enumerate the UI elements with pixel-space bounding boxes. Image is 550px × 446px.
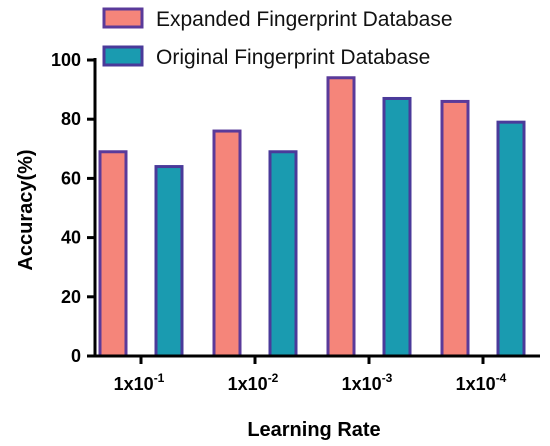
- bar-expanded-2: [212, 129, 242, 358]
- axes-group: [87, 58, 540, 364]
- bar-original-2: [268, 150, 298, 358]
- y-tick-label: 40: [61, 228, 81, 248]
- legend-label-1: Expanded Fingerprint Database: [156, 8, 453, 31]
- y-tick-labels: 0 20 40 60 80 100: [51, 50, 81, 366]
- legend-swatch-1: [102, 7, 144, 29]
- x-tick-label: 1x10-1: [114, 371, 165, 394]
- x-axis-title: Learning Rate: [247, 419, 380, 441]
- bar-expanded-4: [440, 99, 470, 358]
- bar-expanded-1: [98, 150, 128, 358]
- y-tick-label: 80: [61, 109, 81, 129]
- x-tick-labels: 1x10-1 1x10-2 1x10-3 1x10-4: [114, 371, 507, 394]
- bar-original-4: [496, 120, 526, 358]
- x-tick-label: 1x10-3: [342, 371, 393, 394]
- x-tick-label: 1x10-4: [456, 371, 507, 394]
- y-tick-label: 20: [61, 287, 81, 307]
- legend-swatch-2: [102, 45, 144, 67]
- legend: Expanded Fingerprint Database Original Fi…: [102, 7, 453, 69]
- bar-expanded-3: [326, 76, 356, 358]
- bars-group: [98, 76, 526, 358]
- y-tick-label: 60: [61, 168, 81, 188]
- bar-original-3: [382, 96, 412, 358]
- y-axis-title: Accuracy(%): [15, 149, 37, 270]
- y-tick-label: 0: [71, 346, 81, 366]
- x-tick-label: 1x10-2: [228, 371, 279, 394]
- bar-original-1: [154, 165, 184, 358]
- y-tick-label: 100: [51, 50, 81, 70]
- legend-label-2: Original Fingerprint Database: [156, 46, 430, 69]
